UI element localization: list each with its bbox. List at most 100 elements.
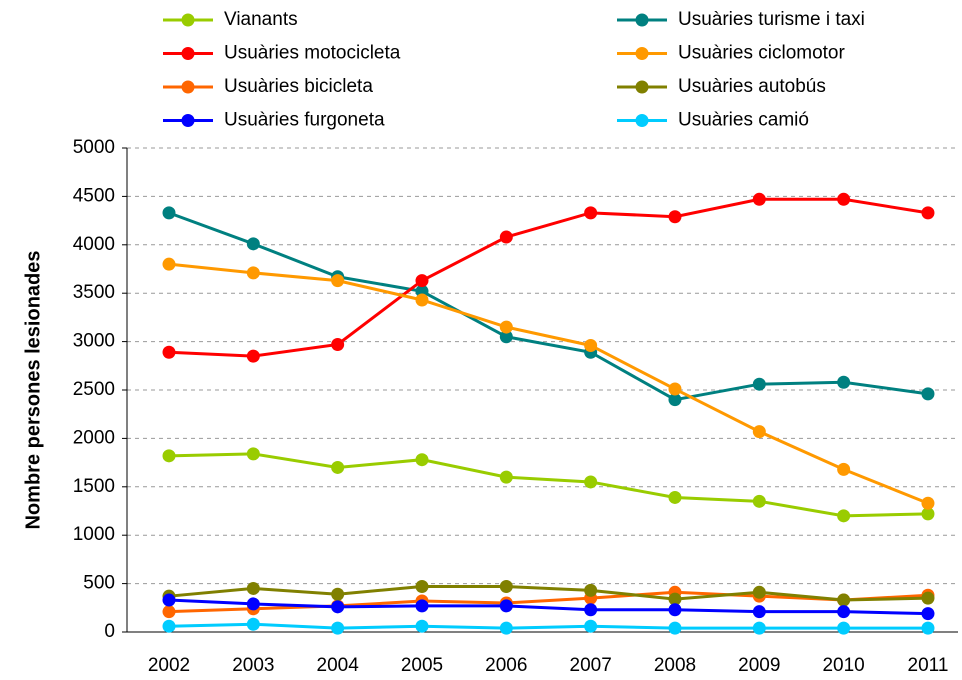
data-point bbox=[668, 393, 682, 407]
y-tick-label: 4500 bbox=[73, 185, 115, 206]
y-tick-label: 1500 bbox=[73, 476, 115, 497]
data-point bbox=[584, 583, 598, 597]
y-tick-label: 5000 bbox=[73, 137, 115, 158]
legend-marker bbox=[635, 80, 649, 94]
data-point bbox=[415, 274, 429, 288]
legend-marker bbox=[181, 47, 195, 60]
x-tick-label: 2011 bbox=[908, 655, 949, 676]
legend-marker bbox=[635, 13, 649, 27]
data-point bbox=[415, 293, 429, 307]
data-point bbox=[668, 382, 682, 396]
data-point bbox=[921, 206, 935, 220]
data-point bbox=[246, 617, 260, 631]
data-point bbox=[837, 605, 851, 619]
data-point bbox=[668, 621, 682, 635]
legend-label: Usuàries autobús bbox=[678, 76, 826, 97]
data-point bbox=[331, 274, 345, 288]
data-point bbox=[499, 230, 513, 244]
series-line bbox=[168, 197, 929, 358]
y-tick-label: 3500 bbox=[73, 282, 115, 303]
data-point bbox=[162, 257, 176, 271]
data-point bbox=[668, 490, 682, 504]
data-point bbox=[668, 603, 682, 617]
x-tick-label: 2002 bbox=[148, 655, 190, 676]
data-point bbox=[415, 619, 429, 633]
series-line bbox=[168, 452, 929, 518]
data-point bbox=[752, 494, 766, 508]
data-point bbox=[162, 605, 176, 619]
legend-label: Usuàries camió bbox=[678, 110, 809, 131]
data-point bbox=[837, 593, 851, 607]
data-point bbox=[921, 496, 935, 510]
data-point bbox=[837, 621, 851, 635]
data-point bbox=[752, 425, 766, 439]
data-point bbox=[499, 580, 513, 594]
x-tick-label: 2008 bbox=[654, 655, 696, 676]
x-tick-label: 2005 bbox=[401, 655, 443, 676]
legend-label: Usuàries turisme i taxi bbox=[678, 9, 865, 30]
series-line bbox=[168, 262, 929, 505]
data-point bbox=[921, 607, 935, 621]
legend-label: Usuàries motocicleta bbox=[224, 43, 401, 64]
data-point bbox=[668, 592, 682, 606]
legend-marker bbox=[181, 80, 195, 94]
legend-marker bbox=[635, 114, 649, 127]
data-point bbox=[921, 507, 935, 521]
data-point bbox=[162, 593, 176, 607]
x-tick-label: 2010 bbox=[822, 655, 864, 676]
y-tick-label: 1000 bbox=[73, 524, 115, 545]
data-point bbox=[246, 237, 260, 251]
series-line bbox=[168, 622, 928, 630]
data-point bbox=[584, 206, 598, 220]
data-point bbox=[499, 621, 513, 635]
data-point bbox=[162, 449, 176, 463]
data-point bbox=[752, 192, 766, 206]
data-point bbox=[584, 338, 598, 352]
data-point bbox=[246, 581, 260, 595]
series-line bbox=[168, 590, 929, 614]
legend-marker bbox=[181, 114, 195, 127]
series-line bbox=[168, 585, 929, 602]
data-point bbox=[246, 266, 260, 280]
x-tick-label: 2007 bbox=[570, 655, 612, 676]
data-point bbox=[499, 320, 513, 334]
data-point bbox=[246, 447, 260, 461]
data-point bbox=[499, 330, 513, 344]
data-point bbox=[584, 475, 598, 489]
x-tick-label: 2009 bbox=[738, 655, 780, 676]
data-point bbox=[921, 387, 935, 401]
data-point bbox=[752, 585, 766, 599]
data-point bbox=[162, 345, 176, 359]
data-point bbox=[921, 591, 935, 605]
data-point bbox=[837, 462, 851, 476]
y-tick-label: 3000 bbox=[73, 331, 115, 352]
data-point bbox=[331, 587, 345, 601]
y-tick-label: 500 bbox=[83, 573, 115, 594]
y-tick-label: 2500 bbox=[73, 379, 115, 400]
legend-marker bbox=[635, 47, 649, 60]
data-point bbox=[331, 338, 345, 352]
y-tick-label: 4000 bbox=[73, 234, 115, 255]
data-point bbox=[499, 470, 513, 484]
data-point bbox=[331, 600, 345, 614]
data-point bbox=[331, 460, 345, 474]
data-point bbox=[837, 192, 851, 206]
data-point bbox=[331, 621, 345, 635]
data-point bbox=[752, 621, 766, 635]
x-tick-label: 2006 bbox=[485, 655, 527, 676]
data-point bbox=[162, 619, 176, 633]
data-point bbox=[246, 597, 260, 611]
legend-label: Usuàries furgoneta bbox=[224, 110, 385, 131]
legend-label: Usuàries ciclomotor bbox=[678, 43, 845, 64]
legend-label: Vianants bbox=[224, 9, 298, 30]
y-tick-label: 2000 bbox=[73, 427, 115, 448]
data-point bbox=[584, 619, 598, 633]
data-point bbox=[668, 210, 682, 224]
legend-marker bbox=[181, 13, 195, 27]
x-tick-label: 2004 bbox=[317, 655, 360, 676]
data-point bbox=[752, 605, 766, 619]
data-point bbox=[246, 349, 260, 363]
data-point bbox=[584, 603, 598, 617]
data-point bbox=[837, 509, 851, 523]
